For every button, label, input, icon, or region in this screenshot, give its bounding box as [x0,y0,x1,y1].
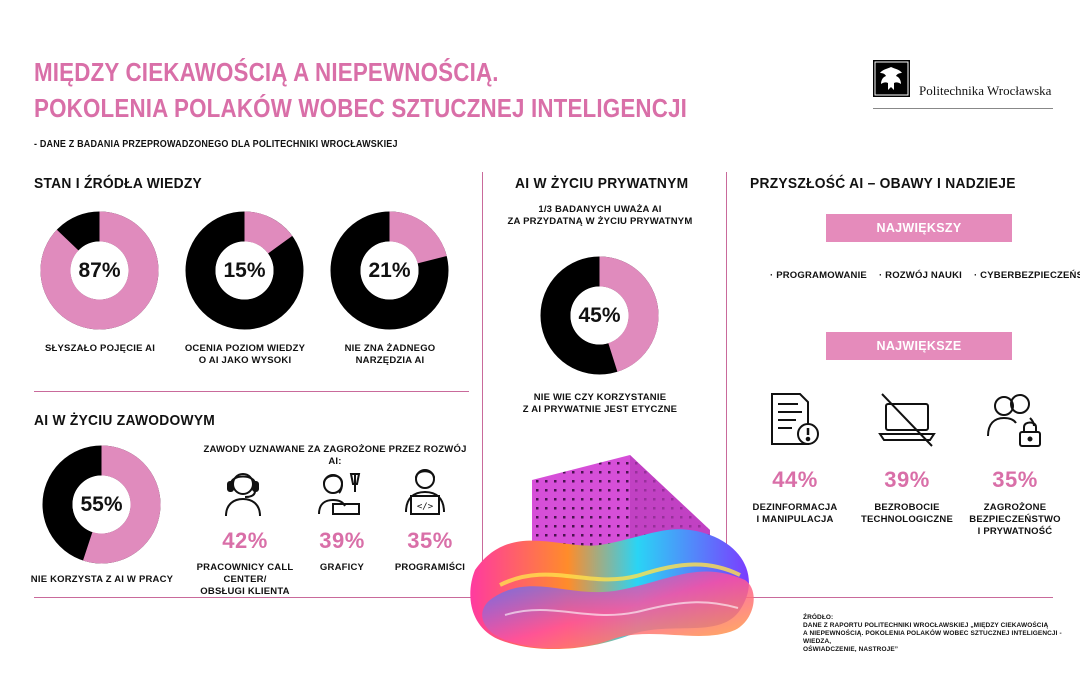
threats-badge: NAJWIĘKSZE ZAGROŻENIA [826,332,1012,381]
donut-hole [215,241,274,300]
university-name: Politechnika Wrocławska [919,83,1052,98]
donut-value-arc [330,211,449,330]
knowledge-heading: STAN I ŹRÓDŁA WIEDZY [34,175,203,192]
potential-badge: NAJWIĘKSZY POTENCJAŁ [826,214,1012,263]
donut-value: 21% [368,258,411,282]
svg-text:</>: </> [417,502,434,512]
job-label-3: PROGRAMIŚCI [394,562,466,573]
job-label-1: PRACOWNICY CALL CENTER/ OBSŁUGI KLIENTA [196,562,294,597]
threat-label-1: DEZINFORMACJA I MANIPULACJA [752,502,838,525]
donut-chart-21 [330,211,449,330]
job-value-3: 35% [407,528,453,553]
knowledge-caption-3: NIE ZNA ŻADNEGO NARZĘDZIA AI [344,343,436,366]
job-value-1: 42% [222,528,268,553]
donut-chart-45 [540,256,659,375]
donut-value: 45% [578,303,621,327]
source-text: DANE Z RAPORTU POLITECHNIKI WROCŁAWSKIEJ… [803,622,1062,653]
job-value-2: 39% [319,528,365,553]
job-label-2: GRAFICY [319,562,365,573]
divider-vertical-1 [482,172,483,588]
page-title-line-1: MIĘDZY CIEKAWOŚCIĄ A NIEPEWNOŚCIĄ. [34,57,499,87]
potential-item: · PROGRAMOWANIE [770,270,867,281]
potential-item: · CYBERBEZPIECZEŃSTWO [973,270,1080,281]
knowledge-donut-3: 21% [330,211,449,330]
university-logo [873,60,910,97]
crossed-laptop-icon [876,390,938,450]
private-heading: AI W ŻYCIU PRYWATNYM [515,175,689,192]
donut-value-arc [540,256,659,375]
divider-vertical-2 [726,172,727,588]
knowledge-caption-2: OCENIA POZIOM WIEDZY O AI JAKO WYSOKI [184,343,306,366]
page-title-line-2: POKOLENIA POLAKÓW WOBEC SZTUCZNEJ INTELI… [34,93,688,123]
donut-value-arc [42,445,161,564]
private-donut: 45% [540,256,659,375]
divider-top-left-bottom [34,391,469,392]
private-intro: 1/3 BADANYCH UWAŻA AI ZA PRZYDATNĄ W ŻYC… [507,204,693,227]
document-warning-icon [766,390,822,450]
eagle-emblem-icon [874,61,909,96]
source-label: ŹRÓDŁO: [803,614,834,621]
donut-value-arc [40,211,159,330]
donut-chart-87 [40,211,159,330]
future-heading: PRZYSZŁOŚĆ AI – OBAWY I NADZIEJE [750,175,1016,192]
threat-label-2: BEZROBOCIE TECHNOLOGICZNE [861,502,953,525]
donut-chart-15 [185,211,304,330]
page-subtitle: - DANE Z BADANIA PRZEPROWADZONEGO DLA PO… [34,139,398,150]
jobs-heading: ZAWODY UZNAWANE ZA ZAGROŻONE PRZEZ ROZWÓ… [203,444,467,467]
work-donut: 55% [42,445,161,564]
threat-label-3: ZAGROŻONE BEZPIECZEŃSTWO I PRYWATNOŚĆ [969,502,1061,537]
threat-value-1: 44% [772,467,818,492]
threat-value-3: 35% [992,467,1038,492]
work-donut-caption: NIE KORZYSTA Z AI W PRACY [30,574,174,585]
knowledge-caption-1: SŁYSZAŁO POJĘCIE AI [44,343,156,354]
private-donut-caption: NIE WIE CZY KORZYSTANIE Z AI PRYWATNIE J… [522,392,678,415]
logo-divider [873,108,1053,109]
donut-hole [70,241,129,300]
graphic-designer-icon [315,466,367,518]
donut-hole [360,241,419,300]
knowledge-donut-1: 87% [40,211,159,330]
work-heading: AI W ŻYCIU ZAWODOWYM [34,412,216,429]
knowledge-donut-2: 15% [185,211,304,330]
donut-value: 87% [78,258,121,282]
potential-item: · ROZWÓJ NAUKI [878,270,962,281]
call-center-headset-icon [220,466,266,518]
threat-value-2: 39% [884,467,930,492]
donut-value: 55% [80,492,123,516]
donut-chart-55 [42,445,161,564]
programmer-icon: </> [400,466,450,518]
donut-hole [72,475,131,534]
donut-value: 15% [223,258,266,282]
donut-hole [570,286,629,345]
building-wave-illustration [470,450,770,655]
donut-value-arc [185,211,304,330]
people-lock-icon [984,390,1046,450]
potential-list: · PROGRAMOWANIE · ROZWÓJ NAUKI · CYBERBE… [770,270,1080,281]
